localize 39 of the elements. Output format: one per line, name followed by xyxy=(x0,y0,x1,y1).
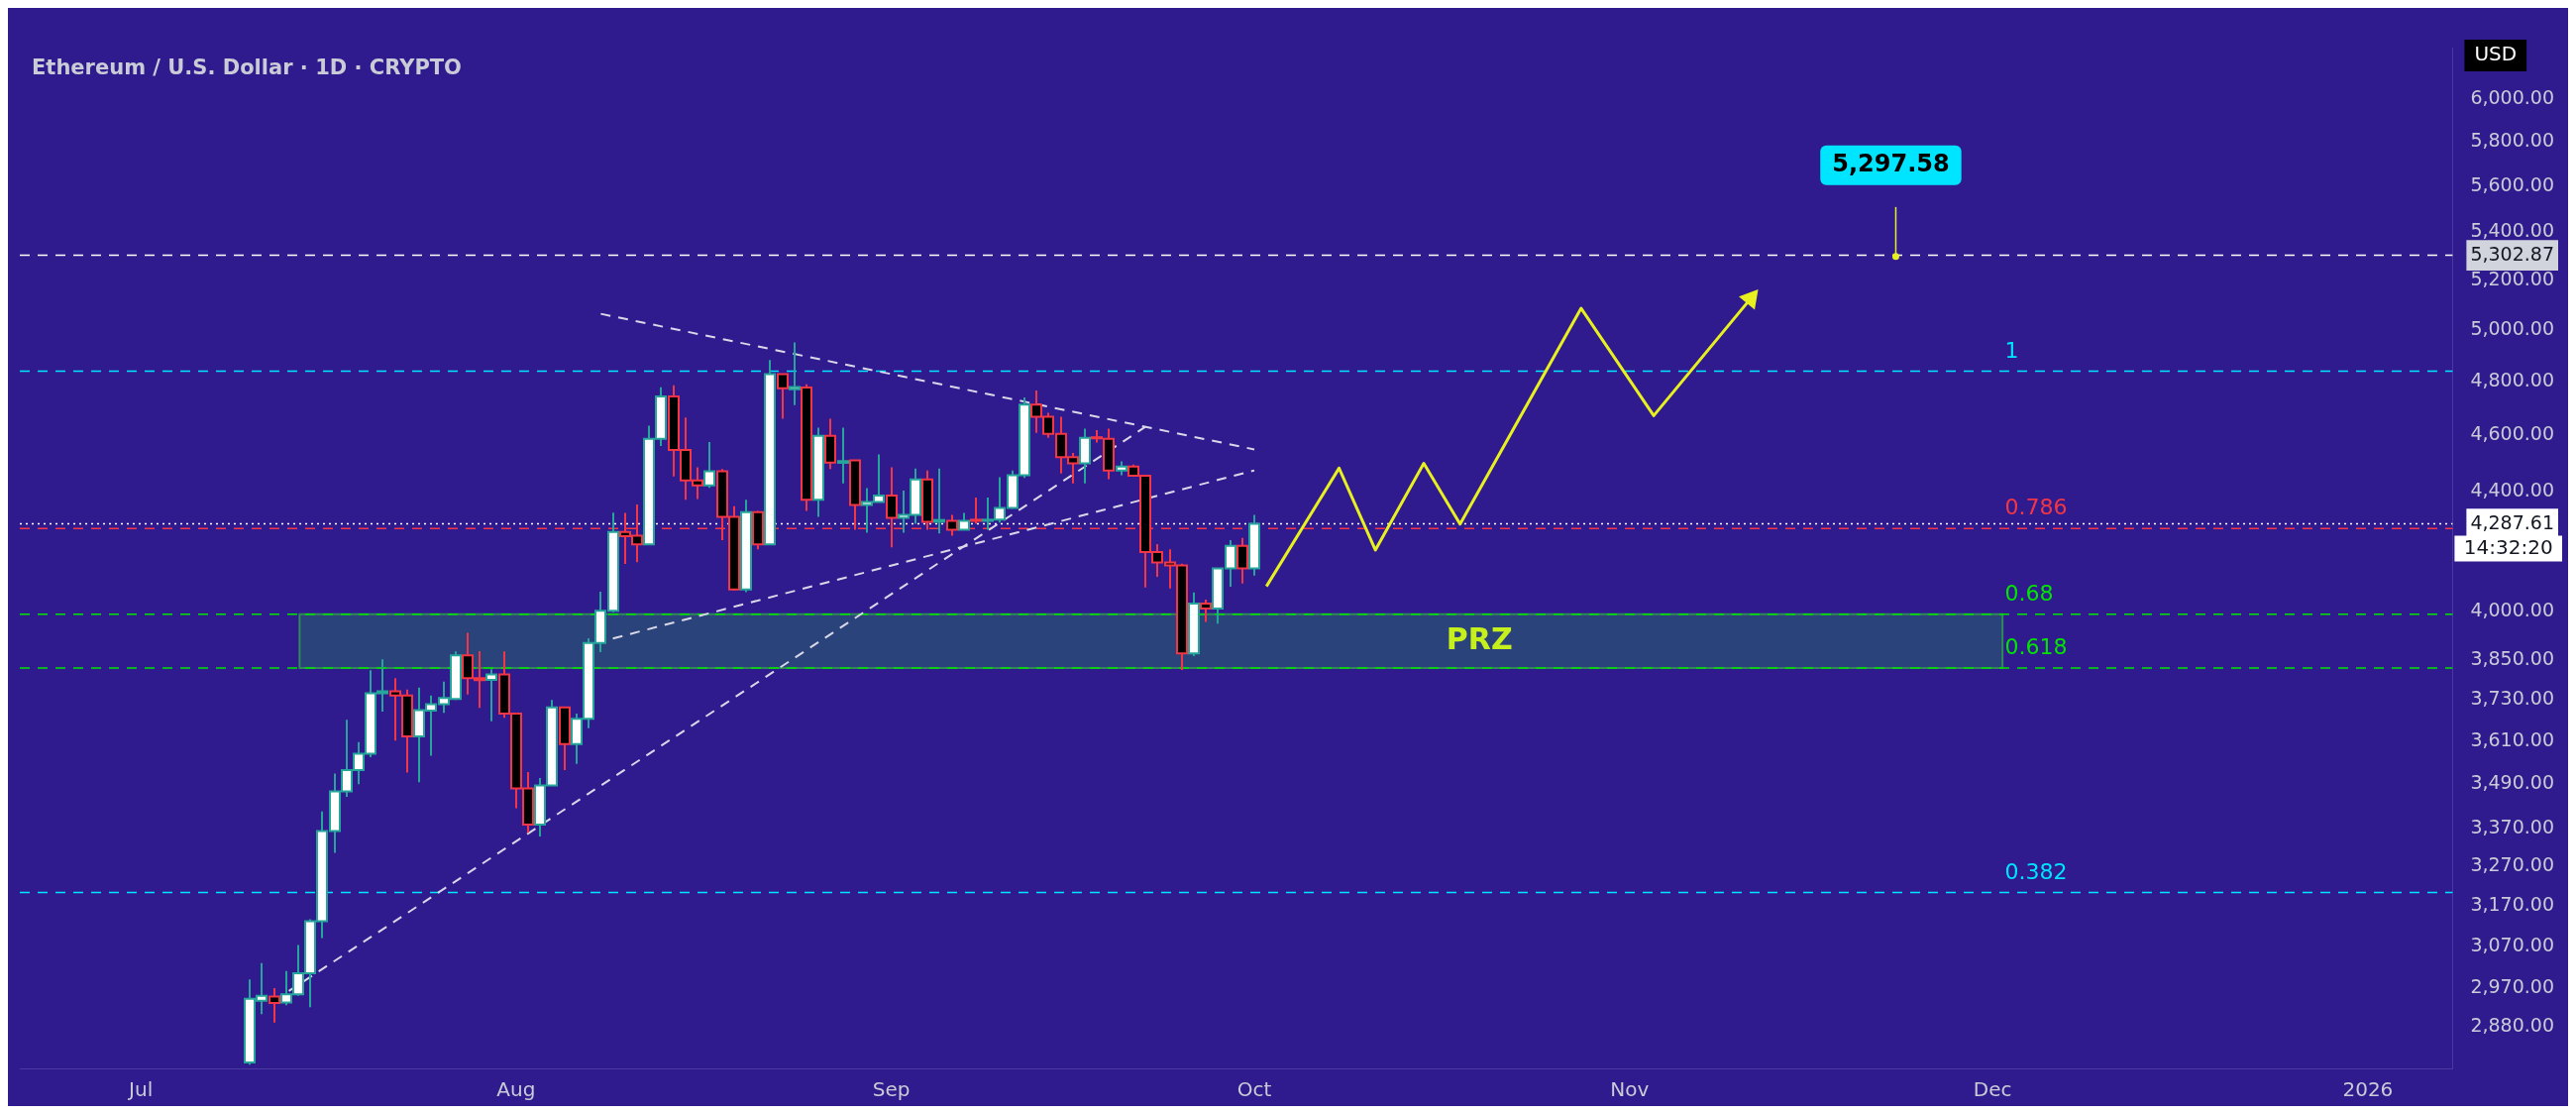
y-tick-label: 3,490.00 xyxy=(2470,771,2554,794)
y-tick-label: 3,170.00 xyxy=(2470,892,2554,915)
y-tick-label: 4,400.00 xyxy=(2470,478,2554,501)
y-tick-label: 5,600.00 xyxy=(2470,172,2554,195)
band-label: PRZ xyxy=(1446,620,1513,656)
annotation: 1 xyxy=(2004,337,2019,363)
annotation: 0.382 xyxy=(2004,858,2068,884)
y-tick-label: 4,800.00 xyxy=(2470,368,2554,390)
x-tick-label: 2026 xyxy=(2342,1077,2394,1102)
x-tick-label: Oct xyxy=(1236,1077,1272,1102)
y-tick-label: 2,970.00 xyxy=(2470,974,2554,997)
y-tick-label: 3,730.00 xyxy=(2470,687,2554,710)
annotation: 0.786 xyxy=(2004,495,2068,520)
y-tick-label: 3,270.00 xyxy=(2470,853,2554,876)
annotation: 0.618 xyxy=(2004,633,2068,659)
y-axis-title: USD xyxy=(2474,42,2518,66)
y-tick-label: 3,070.00 xyxy=(2470,933,2554,955)
y-tick-label: 3,370.00 xyxy=(2470,815,2554,837)
y-tick-label: 2,880.00 xyxy=(2470,1014,2554,1037)
y-tick-label: 4,287.61 xyxy=(2470,510,2554,533)
annotation: 0.68 xyxy=(2004,580,2054,606)
x-tick-label: Dec xyxy=(1973,1077,2012,1102)
y-tick-label: 6,000.00 xyxy=(2470,86,2554,108)
x-tick-label: Jul xyxy=(127,1077,154,1102)
x-tick-label: Nov xyxy=(1610,1077,1650,1102)
x-tick-label: Sep xyxy=(872,1077,911,1102)
y-tick-label: 5,302.87 xyxy=(2470,242,2554,265)
y-tick-label: 4,600.00 xyxy=(2470,421,2554,444)
y-tick-label: 4,000.00 xyxy=(2470,599,2554,621)
x-tick-label: Aug xyxy=(496,1077,536,1102)
y-tick-label: 5,800.00 xyxy=(2470,129,2554,152)
y-tick-label: 5,400.00 xyxy=(2470,219,2554,242)
text: 14:32:20 xyxy=(2463,534,2553,559)
y-tick-label: 5,200.00 xyxy=(2470,267,2554,289)
y-tick-label: 5,000.00 xyxy=(2470,316,2554,339)
y-tick-label: 3,610.00 xyxy=(2470,727,2554,750)
chart-title: Ethereum / U.S. Dollar · 1D · CRYPTO xyxy=(32,56,462,80)
annotation: 5,297.58 xyxy=(1832,150,1950,178)
y-tick-label: 3,850.00 xyxy=(2470,646,2554,669)
